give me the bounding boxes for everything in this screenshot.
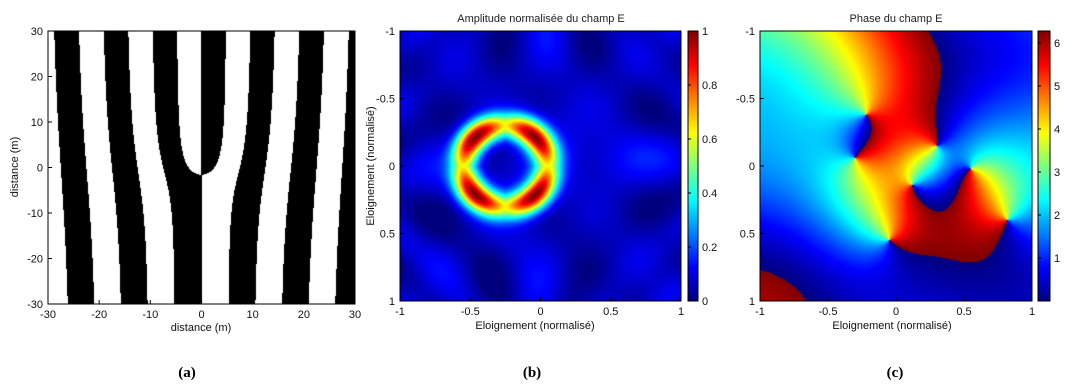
y-tick-label-a: 0 [37, 163, 43, 175]
colorbar-tick-label-b: 0.2 [702, 242, 717, 254]
y-tick-label-a: 20 [31, 72, 43, 84]
x-tick-label-a: 10 [247, 309, 259, 321]
caption-b: (b) [523, 365, 541, 381]
x-tick-label-c: 0.5 [956, 306, 971, 318]
x-tick-label-b: -0.5 [461, 306, 480, 318]
x-tick-label-a: -20 [91, 309, 107, 321]
colorbar-tick-label-b: 0.6 [702, 134, 717, 146]
y-tick-label-b: 1 [389, 296, 395, 308]
panel-c: Phase du champ E -1 -0.5 0 0.5 1-1-0.500.516… [736, 13, 1060, 381]
y-tick-label-c: 0 [749, 161, 755, 173]
x-tick-label-b: 1 [678, 306, 684, 318]
x-tick-label-c: -0.5 [819, 306, 838, 318]
colorbar-tick-label-c: 3 [1054, 167, 1060, 179]
title-c: Phase du champ E [850, 13, 943, 25]
y-tick-label-b: -1 [385, 26, 395, 38]
colorbar-tick-label-c: 4 [1054, 124, 1060, 136]
x-tick-label-a: -10 [142, 309, 158, 321]
colorbar-frame-b [687, 30, 699, 302]
colorbar-tick-label-c: 2 [1054, 210, 1060, 222]
y-tick-label-b: 0.5 [380, 229, 395, 241]
y-tick-label-a: 30 [31, 26, 43, 38]
y-axis-label-a: distance (m) [9, 137, 21, 198]
y-tick-label-c: -0.5 [736, 94, 755, 106]
x-tick-label-b: 0 [537, 306, 543, 318]
colorbar-c [1038, 31, 1050, 301]
colorbar-tick-label-b: 0 [702, 296, 708, 308]
colorbar-tick-label-b: 0.4 [702, 188, 717, 200]
y-tick-label-a: 10 [31, 117, 43, 129]
x-axis-label-a: distance (m) [171, 322, 232, 334]
colorbar-tick-label-c: 5 [1054, 81, 1060, 93]
title-b: Amplitude normalisée du champ E [457, 13, 625, 25]
y-tick-label-a: -30 [27, 299, 43, 311]
x-tick-label-b: -1 [395, 306, 405, 318]
colorbar-tick-label-b: 1 [702, 26, 708, 38]
y-tick-label-b: 0 [389, 161, 395, 173]
x-tick-label-b: 0.5 [603, 306, 618, 318]
colorbar-tick-label-b: 0.8 [702, 80, 717, 92]
colorbar-tick-label-c: 6 [1054, 38, 1060, 50]
colorbar-frame-c [1037, 30, 1051, 302]
y-axis-label-b: Eloignement (normalisé) [365, 106, 377, 225]
x-tick-label-c: -1 [755, 306, 765, 318]
y-tick-label-b: -0.5 [376, 94, 395, 106]
x-tick-label-c: 0 [893, 306, 899, 318]
x-tick-label-a: 30 [349, 309, 361, 321]
y-tick-label-c: 1 [749, 296, 755, 308]
tick-group-a: -30 -20 -10 0 10 20 30 30 20 10 0 -10 -20 -30 [27, 26, 361, 321]
y-tick-label-c: -1 [745, 26, 755, 38]
x-tick-label-a: 20 [298, 309, 310, 321]
x-axis-label-b: Eloignement (normalisé) [475, 320, 594, 332]
panel-b: Amplitude normalisée du champ E -1 -0.5 0 0… [365, 13, 717, 381]
amplitude-heatmap-image [400, 31, 681, 301]
colorbar-b [688, 31, 698, 301]
caption-a: (a) [178, 365, 196, 381]
colorbar-tick-label-c: 1 [1054, 253, 1060, 265]
y-tick-label-a: -20 [27, 254, 43, 266]
x-axis-label-c: Eloignement (normalisé) [832, 320, 951, 332]
caption-c: (c) [887, 365, 904, 381]
panel-a: -30 -20 -10 0 10 20 30 30 20 10 0 -10 -20 -30 distanc… [9, 26, 361, 381]
x-tick-label-c: 1 [1029, 306, 1035, 318]
x-tick-label-a: 0 [198, 309, 204, 321]
y-tick-label-c: 0.5 [740, 229, 755, 241]
phase-heatmap-image [760, 31, 1032, 301]
fringe-pattern-image [48, 31, 355, 304]
y-tick-label-a: -10 [27, 208, 43, 220]
x-tick-label-a: -30 [40, 309, 56, 321]
